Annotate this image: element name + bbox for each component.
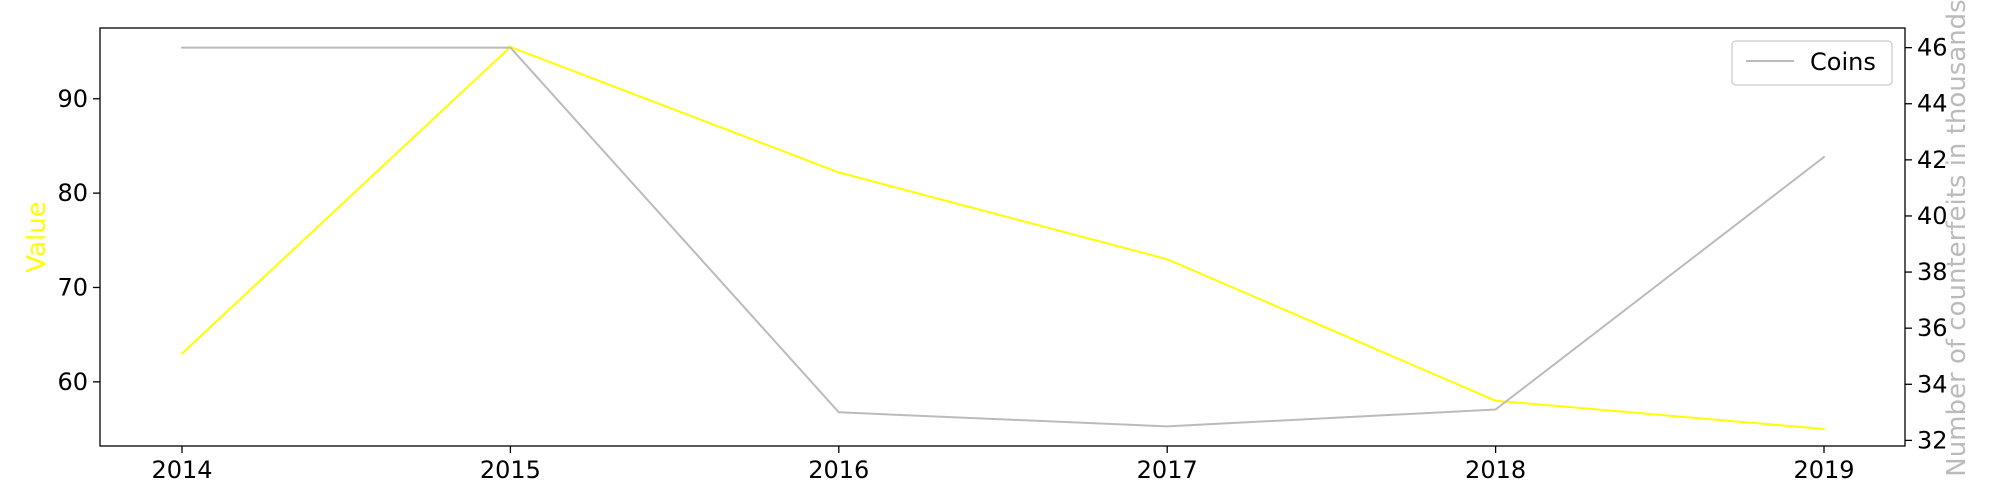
y2-tick-label: 40 <box>1917 202 1948 230</box>
coins-point-2018 <box>1494 408 1497 411</box>
y-axis-title: Value <box>22 201 52 272</box>
coins-point-2017 <box>1166 425 1169 428</box>
y-tick-label: 70 <box>57 273 88 301</box>
coins-point-2016 <box>837 411 840 414</box>
y2-tick-label: 44 <box>1917 90 1948 118</box>
x-tick-label: 2014 <box>151 456 212 484</box>
x-tick-label: 2019 <box>1793 456 1854 484</box>
value-point-2018 <box>1494 399 1497 402</box>
legend-box <box>1731 40 1893 86</box>
y2-tick-label: 34 <box>1917 370 1948 398</box>
x-tick-label: 2015 <box>480 456 541 484</box>
y2-tick-label: 36 <box>1917 314 1948 342</box>
value-point-2016 <box>837 171 840 174</box>
x-tick-label: 2018 <box>1465 456 1526 484</box>
coins-point-2015 <box>509 46 512 49</box>
y-tick-label: 80 <box>57 179 88 207</box>
legend-label-coins: Coins <box>1810 48 1876 76</box>
y2-tick-label: 46 <box>1917 34 1948 62</box>
y2-tick-label: 32 <box>1917 426 1948 454</box>
y-tick-label: 90 <box>57 85 88 113</box>
x-tick-label: 2017 <box>1137 456 1198 484</box>
y-tick-label: 60 <box>57 368 88 396</box>
value-point-2017 <box>1166 258 1169 261</box>
legend: Coins <box>1731 40 1893 86</box>
value-series-line <box>181 45 1825 430</box>
value-point-2014 <box>181 352 183 355</box>
coins-point-2019 <box>1823 156 1825 158</box>
y2-tick-label: 42 <box>1917 146 1948 174</box>
coins-point-2014 <box>181 46 183 49</box>
y2-axis-title: Number of counterfeits in thousands <box>1942 0 1972 477</box>
y2-tick-label: 38 <box>1917 258 1948 286</box>
value-point-2019 <box>1823 428 1825 430</box>
plot-frame <box>99 27 1906 447</box>
coins-series-line <box>182 46 1825 428</box>
x-tick-label: 2016 <box>808 456 869 484</box>
